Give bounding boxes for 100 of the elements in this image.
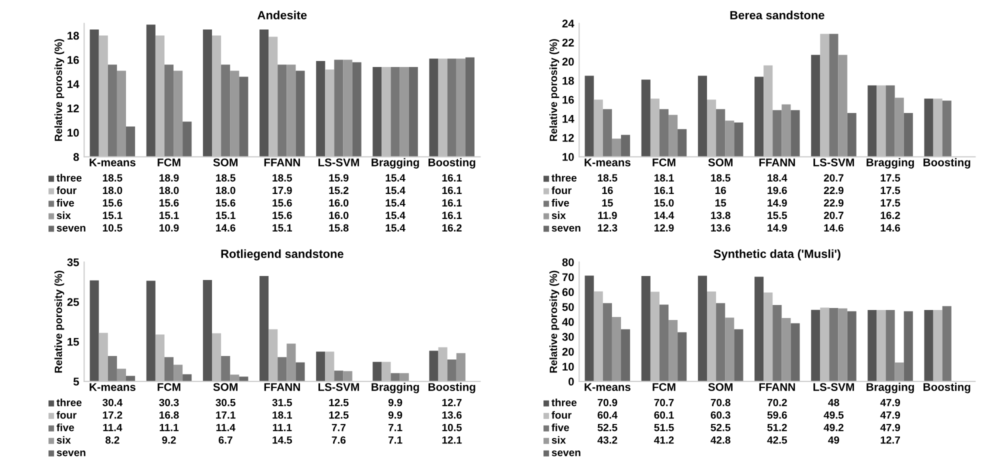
- y-tick-label: 10: [562, 153, 574, 161]
- bar: [668, 320, 678, 382]
- bar: [942, 306, 952, 382]
- y-tick-label: 60: [562, 288, 574, 296]
- data-label: 15.4: [386, 224, 406, 232]
- legend-label: four: [552, 186, 572, 194]
- x-tick-label: FCM: [158, 383, 180, 391]
- data-label: 16.1: [442, 186, 462, 194]
- data-label: 13.6: [711, 224, 730, 232]
- legend-label: five: [56, 424, 74, 432]
- data-label: 60.1: [654, 411, 674, 419]
- data-label: 41.2: [654, 436, 674, 444]
- data-label: 51.2: [767, 424, 787, 432]
- x-tick-label: LS-SVM: [318, 158, 359, 166]
- x-tick-label: LS-SVM: [318, 383, 359, 391]
- data-label: 12.1: [442, 436, 462, 444]
- data-label: 9.9: [388, 398, 402, 406]
- data-label: 15.9: [329, 174, 348, 182]
- y-tick-label: 18: [562, 76, 574, 85]
- data-label: 11.4: [216, 424, 236, 432]
- legend-label: six: [552, 211, 566, 220]
- x-tick-label: SOM: [708, 158, 732, 166]
- data-label: 17.9: [272, 186, 292, 194]
- data-label: 16.0: [329, 199, 348, 207]
- bar: [782, 318, 791, 382]
- bar: [612, 316, 622, 382]
- data-label: 49.5: [824, 411, 844, 419]
- data-label: 70.8: [710, 398, 730, 406]
- bar: [772, 305, 782, 382]
- bar: [584, 276, 594, 382]
- data-label: 59.6: [767, 411, 787, 419]
- data-label: 70.2: [767, 398, 787, 406]
- data-label: 15.4: [386, 174, 406, 182]
- data-label: 52.5: [598, 424, 618, 432]
- y-tick-label: 12: [562, 134, 574, 142]
- data-label: 18.0: [216, 186, 236, 194]
- x-tick-label: Boosting: [924, 382, 970, 394]
- y-tick-label: 20: [562, 58, 574, 66]
- legend-label: six: [56, 436, 71, 444]
- data-label: 12.7: [442, 398, 462, 406]
- data-label: 48: [828, 398, 840, 406]
- y-tick-label: 10: [68, 128, 79, 137]
- bar: [707, 291, 716, 382]
- data-label: 47.9: [880, 424, 900, 432]
- bar: [847, 311, 856, 382]
- y-tick-label: 16: [562, 96, 574, 104]
- data-label: 30.4: [102, 398, 123, 406]
- data-label: 15.6: [102, 199, 122, 207]
- data-label: 16.1: [442, 174, 462, 182]
- data-label: 14.9: [768, 224, 787, 232]
- y-tick-label: 10: [562, 362, 574, 371]
- x-tick-label: Bragging: [866, 382, 914, 394]
- data-label: 49: [828, 436, 840, 444]
- data-label: 12.5: [329, 411, 349, 419]
- bar: [868, 310, 877, 382]
- data-label: 14.6: [216, 224, 236, 232]
- bar: [811, 310, 820, 382]
- x-tick-label: Bragging: [372, 158, 419, 169]
- legend-label: seven: [56, 226, 86, 232]
- y-axis-title: Relative porosity (%): [54, 270, 64, 373]
- chart-title: Rotliegend sandstone: [221, 249, 344, 260]
- x-tick-label: FCM: [652, 158, 676, 166]
- bar: [838, 308, 848, 382]
- data-label: 18.5: [216, 174, 236, 182]
- data-label: 15.1: [160, 212, 179, 220]
- x-tick-label: FCM: [158, 158, 180, 166]
- data-label: 15.6: [160, 199, 179, 207]
- x-tick-label: K-means: [584, 383, 630, 391]
- y-tick-label: 0: [568, 378, 574, 386]
- data-label: 6.7: [218, 436, 232, 444]
- data-label: 14.6: [880, 224, 900, 232]
- bar: [698, 276, 707, 382]
- data-label: 70.9: [598, 398, 618, 406]
- y-tick-label: 8: [73, 153, 79, 161]
- y-tick-label: 70: [562, 273, 574, 282]
- data-label: 15.5: [768, 212, 787, 220]
- data-label: 16.0: [329, 212, 348, 220]
- bar: [716, 303, 726, 382]
- data-label: 18.0: [160, 186, 179, 194]
- data-label: 16: [602, 186, 613, 194]
- data-label: 17.5: [880, 174, 900, 182]
- bar: [904, 311, 913, 382]
- data-label: 8.2: [106, 436, 120, 444]
- data-label: 7.1: [388, 436, 402, 444]
- x-tick-label: SOM: [213, 158, 238, 166]
- legend-label: three: [552, 174, 577, 182]
- bar: [886, 310, 895, 382]
- x-tick-label: K-means: [90, 383, 136, 391]
- bar: [894, 362, 904, 382]
- legend-label: four: [552, 411, 572, 419]
- data-label: 60.4: [598, 411, 618, 419]
- y-tick-label: 80: [562, 258, 574, 266]
- data-label: 9.9: [388, 411, 402, 419]
- bar: [876, 310, 886, 382]
- bar: [790, 323, 800, 382]
- data-label: 30.5: [216, 398, 236, 406]
- data-label: 12.9: [654, 224, 674, 232]
- y-axis-title: Relative porosity (%): [549, 270, 560, 373]
- data-label: 15: [602, 199, 613, 207]
- x-tick-label: FFANN: [264, 158, 300, 166]
